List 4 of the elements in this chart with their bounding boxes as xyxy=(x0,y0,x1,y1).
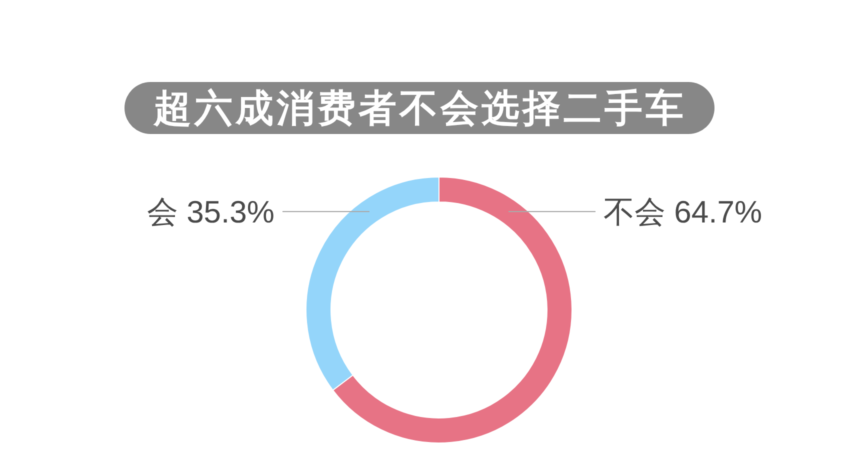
slice-label: 会 35.3% xyxy=(146,194,274,230)
chart-title: 超六成消费者不会选择二手车 xyxy=(152,88,686,130)
slice-label: 不会 64.7% xyxy=(604,194,762,230)
title: 超六成消费者不会选择二手车 xyxy=(124,82,714,134)
